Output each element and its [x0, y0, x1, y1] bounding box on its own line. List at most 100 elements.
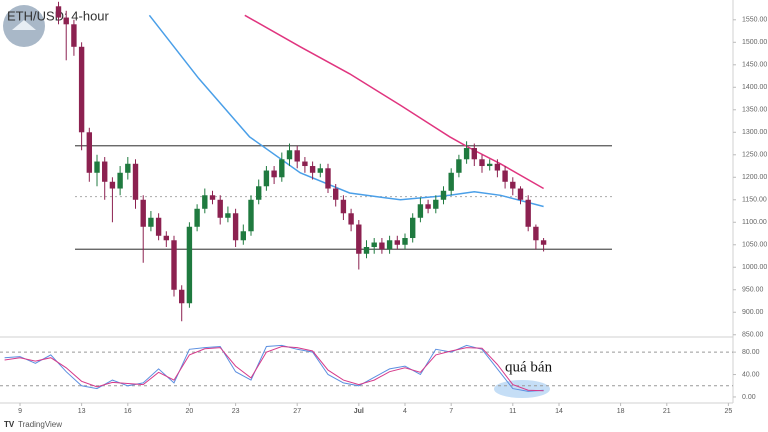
candle-body: [286, 150, 293, 160]
candle-body: [179, 289, 185, 304]
candle-body: [325, 168, 331, 189]
y-tick-label: 80.00: [742, 349, 760, 356]
candle-body: [525, 199, 531, 227]
candle-body: [348, 213, 354, 225]
candle-body: [410, 217, 416, 239]
candle-body: [232, 213, 239, 241]
moving-average: [148, 14, 544, 208]
candle-body: [417, 204, 424, 218]
candle-body: [363, 247, 370, 254]
candle-body: [317, 168, 323, 173]
candle-body: [386, 240, 393, 250]
candle-body: [125, 163, 131, 173]
x-tick-label: 21: [663, 408, 671, 415]
moving-average: [244, 14, 544, 190]
candle-body: [463, 148, 470, 160]
x-tick-label: 9: [18, 408, 22, 415]
candle-body: [171, 240, 177, 290]
candle-body: [394, 240, 400, 245]
candle-body: [479, 159, 485, 167]
oscillator-line: [4, 345, 544, 392]
candle-body: [132, 163, 139, 200]
candle-body: [510, 181, 516, 189]
annotation: quá bán: [505, 359, 553, 375]
y-tick-label: 1150.00: [742, 197, 767, 204]
y-tick-label: 1100.00: [742, 219, 767, 226]
candle-body: [456, 159, 462, 173]
candle-body: [155, 217, 162, 236]
x-tick-label: 7: [449, 408, 453, 415]
x-tick-label: 11: [509, 408, 516, 415]
candle-body: [148, 217, 154, 227]
oscillator-line: [4, 344, 544, 392]
candle-body: [202, 195, 208, 209]
x-tick-label: 23: [232, 408, 240, 415]
x-tick-label: Jul: [354, 408, 364, 415]
x-tick-label: 16: [124, 408, 132, 415]
candle-body: [78, 46, 85, 133]
y-tick-label: 1200.00: [742, 174, 767, 181]
y-tick-label: 850.00: [742, 332, 764, 339]
y-tick-label: 1350.00: [742, 107, 767, 114]
y-tick-label: 1250.00: [742, 152, 767, 159]
y-tick-label: 950.00: [742, 287, 764, 294]
y-tick-label: 900.00: [742, 309, 764, 316]
logo: [3, 5, 45, 47]
candle-body: [263, 170, 270, 187]
candle-body: [302, 161, 308, 167]
candle-body: [379, 242, 385, 250]
y-tick-label: 1400.00: [742, 84, 767, 91]
candle-body: [486, 163, 493, 167]
candle-body: [186, 226, 193, 304]
x-tick-label: 25: [724, 408, 732, 415]
candle-body: [433, 199, 439, 209]
candle-body: [63, 17, 69, 25]
candle-body: [402, 238, 408, 245]
candle-body: [225, 213, 231, 218]
candle-body: [209, 195, 216, 200]
x-tick-label: 18: [617, 408, 625, 415]
candle-body: [448, 172, 454, 191]
candle-body: [248, 199, 254, 232]
candle-body: [71, 24, 77, 47]
candle-body: [55, 6, 62, 18]
x-tick-label: 14: [555, 408, 563, 415]
candle-body: [440, 190, 447, 200]
logo-icon: [12, 20, 36, 30]
candle-body: [517, 188, 524, 200]
x-tick-label: 27: [293, 408, 301, 415]
candle-body: [102, 161, 108, 182]
candle-body: [94, 161, 100, 173]
candle-body: [240, 231, 247, 241]
candle-body: [502, 170, 508, 182]
candle-body: [471, 148, 477, 160]
y-tick-label: 40.00: [742, 371, 760, 378]
candle-body: [533, 226, 539, 241]
candle-body: [356, 224, 362, 254]
y-tick-label: 1550.00: [742, 17, 767, 24]
y-tick-label: 1300.00: [742, 129, 767, 136]
candle-body: [371, 242, 377, 248]
y-tick-label: 1000.00: [742, 264, 767, 271]
candle-body: [494, 163, 501, 171]
candle-body: [256, 186, 262, 200]
source: TradingView: [18, 420, 62, 429]
candle-body: [140, 199, 146, 227]
candle-body: [294, 150, 300, 162]
candle-body: [109, 181, 116, 189]
candle-body: [194, 208, 200, 227]
candle-body: [163, 235, 170, 241]
candle-body: [425, 204, 431, 209]
y-tick-label: 1450.00: [742, 62, 767, 69]
candle-body: [333, 188, 339, 200]
candle-body: [271, 170, 277, 178]
highlight: [494, 380, 550, 398]
source-logo: TV: [4, 420, 15, 429]
candle-body: [86, 132, 93, 173]
x-tick-label: 4: [403, 408, 407, 415]
x-tick-label: 13: [78, 408, 86, 415]
candle-body: [540, 240, 547, 245]
y-tick-label: 1500.00: [742, 39, 767, 46]
